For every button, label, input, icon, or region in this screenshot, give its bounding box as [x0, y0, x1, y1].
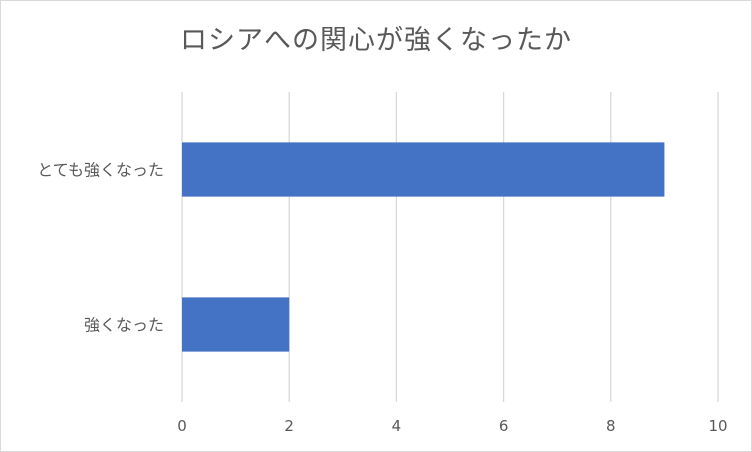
- category-label: とても強くなった: [37, 161, 164, 180]
- category-label: 強くなった: [84, 316, 164, 335]
- x-tick-label: 10: [708, 417, 727, 435]
- x-tick-label: 8: [606, 417, 616, 435]
- bars: [182, 142, 665, 352]
- gridlines: [181, 92, 719, 402]
- bar: [182, 142, 665, 197]
- x-tick-label: 0: [177, 417, 187, 435]
- bar: [182, 297, 290, 352]
- x-tick-label: 6: [499, 417, 509, 435]
- x-tick-label: 2: [284, 417, 294, 435]
- chart-title: ロシアへの関心が強くなったか: [180, 25, 572, 56]
- x-tick-label: 4: [392, 417, 402, 435]
- x-tick-labels: 0 2 4 6 8 10: [177, 417, 727, 435]
